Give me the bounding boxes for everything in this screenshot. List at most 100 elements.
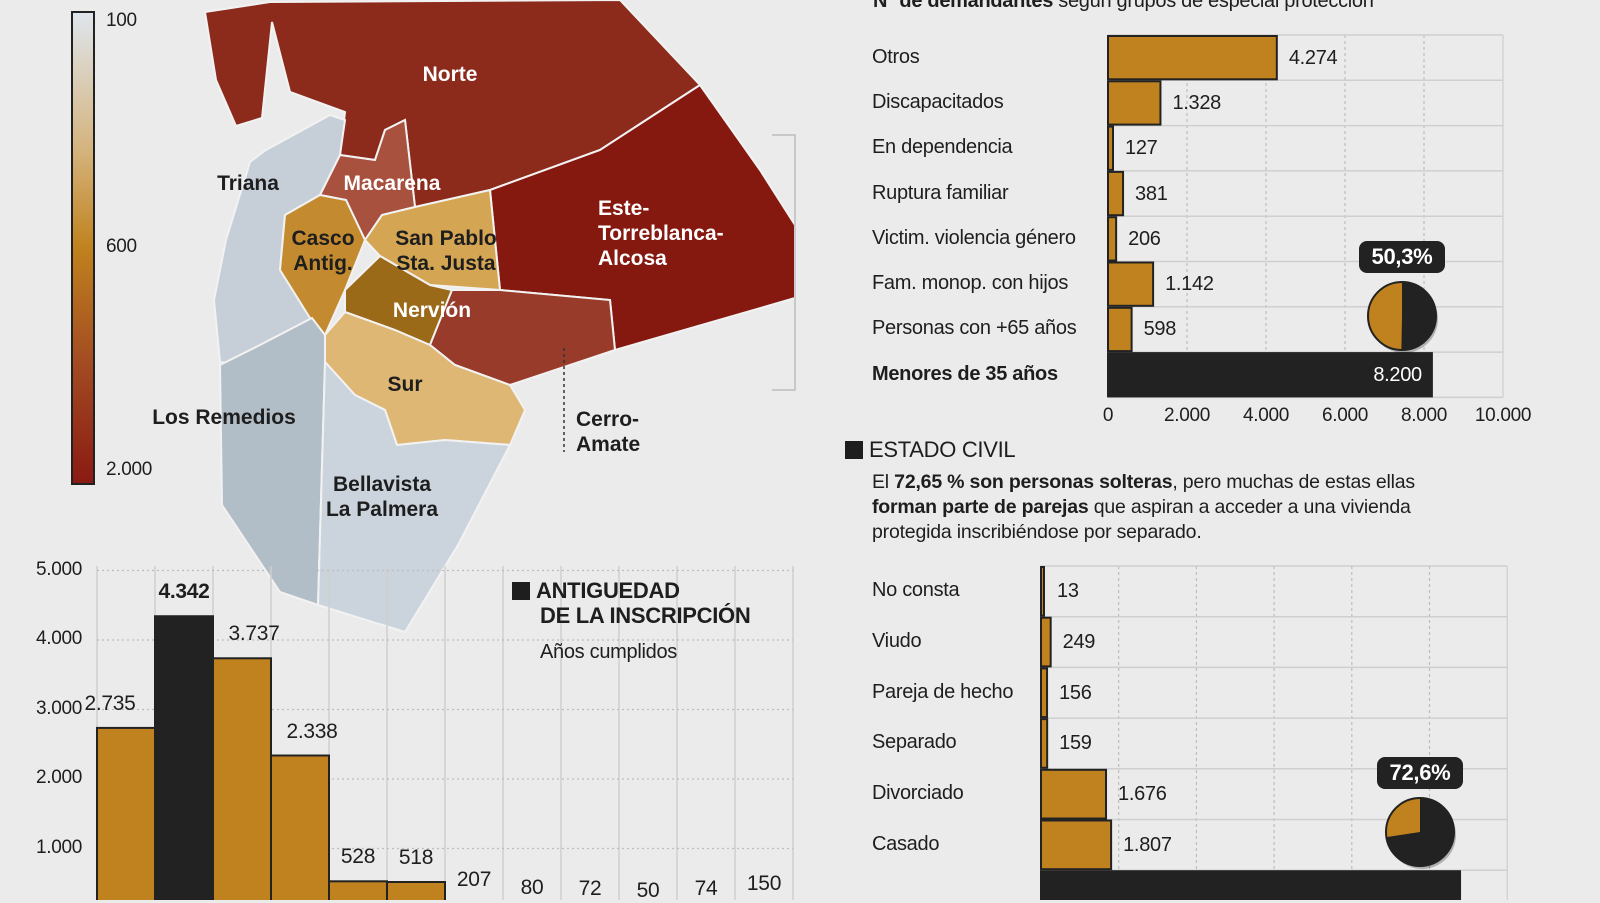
bar-value-label: 80 xyxy=(520,876,544,900)
district-map: Norte Triana Macarena Este-Torreblanca-Alco… xyxy=(71,0,796,634)
bar-antiguedad xyxy=(386,880,446,900)
legend-tick: 600 xyxy=(106,236,137,257)
bar-value-label: 598 xyxy=(1143,318,1177,341)
district-label-casco: Antig. xyxy=(293,252,352,275)
bar-2 xyxy=(1040,819,1113,871)
x-tick-label: 8.000 xyxy=(1400,405,1448,427)
bar-antiguedad xyxy=(212,657,272,900)
bar-value-label: 518 xyxy=(398,845,434,869)
category-label: Otros xyxy=(872,45,920,68)
district-label-macarena: Macarena xyxy=(344,172,441,195)
bar-1 xyxy=(1107,261,1155,307)
district-label-este: Torreblanca- xyxy=(598,222,724,245)
bar-value-label: 1.142 xyxy=(1165,273,1214,296)
x-tick-label: 2.000 xyxy=(1163,405,1211,427)
y-tick-label: 3.000 xyxy=(36,697,83,719)
antiguedad-title: ANTIGUEDAD DE LA INSCRIPCIÓN xyxy=(512,578,751,628)
y-tick-label: 1.000 xyxy=(36,836,83,858)
header-subtitle: según grupos de especial protección xyxy=(1053,0,1374,12)
x-tick-label: 6.000 xyxy=(1321,405,1369,427)
bar-2 xyxy=(1040,616,1052,668)
description-part: , pero muchas de estas ellas xyxy=(1172,471,1415,493)
district-label-este: Este- xyxy=(598,197,649,220)
district-label-bellavista: La Palmera xyxy=(326,498,438,521)
bar-value-label: 50 xyxy=(636,878,660,902)
title-line: DE LA INSCRIPCIÓN xyxy=(540,603,751,628)
bar-1 xyxy=(1107,80,1162,126)
district-bellavista xyxy=(316,359,512,634)
bar-value-label: 8.200 xyxy=(1373,363,1422,386)
bar-value-label: 2.735 xyxy=(84,691,136,715)
category-label: Separado xyxy=(872,731,957,754)
x-tick-label: 4.000 xyxy=(1242,405,1290,427)
estado-civil-description: El 72,65 % son personas solteras, pero m… xyxy=(872,470,1472,545)
district-label-este: Alcosa xyxy=(598,247,667,270)
bar-antiguedad xyxy=(96,726,156,900)
district-label-triana: Triana xyxy=(217,172,279,195)
protection-header: Nº de demandantes según grupos de especi… xyxy=(873,0,1374,13)
bar-value-label: 13 xyxy=(1057,580,1079,603)
bar-1 xyxy=(1107,170,1125,217)
bar-value-label: 127 xyxy=(1125,137,1158,160)
bar-value-label: 3.737 xyxy=(228,622,280,646)
bar-value-label: 159 xyxy=(1059,732,1092,755)
bar-2 xyxy=(1040,667,1049,719)
category-label: Pareja de hecho xyxy=(872,680,1014,703)
bar-value-label: 249 xyxy=(1062,631,1096,654)
legend-tick: 2.000 xyxy=(106,459,153,480)
bar-value-label: 4.274 xyxy=(1288,46,1338,69)
y-tick-label: 4.000 xyxy=(36,628,83,649)
bar-1 xyxy=(1107,352,1433,398)
bar-2 xyxy=(1040,718,1049,769)
category-label: Fam. monop. con hijos xyxy=(872,272,1069,295)
pie-percent-label: 50,3% xyxy=(1371,244,1433,269)
category-label: En dependencia xyxy=(872,136,1013,159)
y-tick-label: 2.000 xyxy=(36,767,83,788)
x-tick-label: 10.000 xyxy=(1474,405,1532,427)
category-label: Menores de 35 años xyxy=(872,362,1058,385)
pie-badge xyxy=(1377,757,1463,789)
pie-slice xyxy=(1401,282,1437,351)
bar-value-label: 150 xyxy=(746,871,782,895)
legend-tick: 100 xyxy=(106,10,137,31)
description-part: forman parte de parejas xyxy=(872,496,1089,518)
district-label-cerro: Amate xyxy=(576,433,640,456)
district-label-norte: Norte xyxy=(423,63,478,86)
bar-value-label: 206 xyxy=(1128,227,1161,250)
bar-value-label: 72 xyxy=(578,876,602,900)
bar-value-label: 528 xyxy=(340,845,376,869)
section-marker-icon xyxy=(845,441,863,459)
district-label-casco: Casco xyxy=(291,227,354,250)
section-marker-icon xyxy=(512,582,530,600)
bar-2 xyxy=(1040,566,1045,617)
bar-1 xyxy=(1107,306,1133,353)
district-label-cerro: Cerro- xyxy=(576,408,639,431)
bar-1 xyxy=(1107,35,1278,81)
bar-1 xyxy=(1107,125,1115,171)
category-label: Viudo xyxy=(872,630,922,653)
category-label: Divorciado xyxy=(872,782,964,805)
bar-value-label: 2.338 xyxy=(286,719,338,743)
description-part: que aspiran a acceder a una vivienda pro… xyxy=(872,496,1411,543)
antiguedad-subtitle: Años cumplidos xyxy=(540,641,677,663)
district-label-sanpablo: San Pablo xyxy=(395,227,497,250)
description-part: El xyxy=(872,471,895,493)
bar-value-label: 381 xyxy=(1135,182,1168,205)
category-label: Casado xyxy=(872,832,940,855)
district-label-nervion: Nervión xyxy=(393,299,471,322)
category-label: No consta xyxy=(872,579,960,602)
bar-value-label: 156 xyxy=(1059,681,1092,704)
category-label: Personas con +65 años xyxy=(872,317,1077,340)
bar-2 xyxy=(1040,870,1462,900)
category-label: Ruptura familiar xyxy=(872,181,1009,204)
title-text: ESTADO CIVIL xyxy=(869,437,1016,462)
pie-badge xyxy=(1359,241,1445,273)
legend-colorbar xyxy=(71,11,95,485)
category-label: Victim. violencia género xyxy=(872,226,1076,249)
bar-value-label: 1.328 xyxy=(1172,91,1222,114)
bar-1 xyxy=(1107,216,1118,262)
x-tick-label: 0 xyxy=(1102,405,1114,427)
bar-value-label: 1.807 xyxy=(1123,833,1172,856)
bar-value-label: 1.676 xyxy=(1118,783,1167,806)
